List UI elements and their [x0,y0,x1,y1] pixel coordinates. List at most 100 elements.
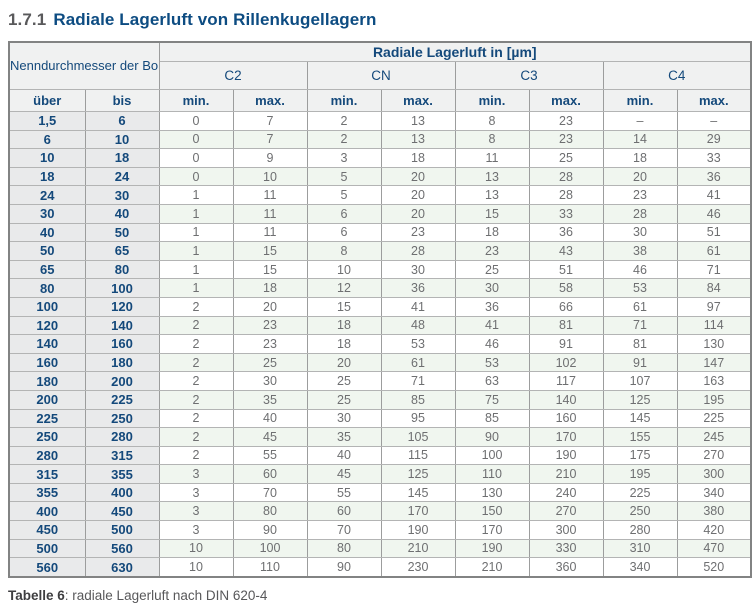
table-row: 1,5 6 0 7 2 13 8 23– – [8,111,752,131]
clearance-value-cell: 53 [454,352,530,373]
clearance-value-cell: 43 [528,241,604,261]
bore-to-cell: 30 [84,185,160,205]
clearance-value-cell: 18 [232,278,308,298]
clearance-value-cell: 36 [676,166,752,187]
bore-over-cell: 50 [8,241,86,261]
table-row: 200 225 2 35 25 85 75 140 125 195 [8,389,752,410]
clearance-value-cell: 2 [158,445,234,466]
clearance-value-cell: 15 [454,203,530,224]
clearance-value-cell: 41 [454,315,530,336]
clearance-value-cell: 5 [306,185,382,205]
clearance-value-cell: 91 [528,334,604,354]
clearance-value-cell: 110 [454,464,530,484]
clearance-value-cell: 11 [232,203,308,224]
clearance-value-cell: 20 [380,185,456,205]
clearance-value-cell: 250 [602,501,678,522]
clearance-value-cell: 48 [380,315,456,336]
caption-label: Tabelle 6 [8,587,65,603]
clearance-value-cell: 9 [232,148,308,168]
clearance-value-cell: 2 [158,408,234,429]
clearance-value-cell: 190 [380,520,456,540]
clearance-value-cell: 14 [602,129,678,150]
clearance-value-cell: 130 [676,334,752,354]
bore-over-cell: 80 [8,278,86,298]
clearance-value-cell: 23 [602,185,678,205]
clearance-value-cell: 25 [306,389,382,410]
table-row: 6 10 0 7 2 13 8 23 14 29 [8,129,752,150]
clearance-value-cell: 190 [528,445,604,466]
clearance-value-cell: 70 [232,482,308,503]
clearance-value-cell: 5 [306,166,382,187]
bore-to-cell: 280 [84,427,160,447]
table-row: 250 280 2 45 35 105 90 170 155 245 [8,427,752,447]
bore-over-cell: 120 [8,315,86,336]
clearance-value-cell: 3 [158,482,234,503]
radial-clearance-header: Radiale Lagerluft in [µm] [158,41,752,62]
clearance-value-cell: 46 [676,203,752,224]
clearance-value-cell: 330 [528,538,604,559]
clearance-value-cell: 25 [306,371,382,391]
bore-over-cell: 18 [8,166,86,187]
clearance-value-cell: 2 [306,129,382,150]
table-row: 140 160 2 23 18 53 46 91 81 130 [8,334,752,354]
clearance-value-cell: 210 [380,538,456,559]
clearance-class-c2-header: C2 [158,61,308,90]
clearance-value-cell: 29 [676,129,752,150]
clearance-value-cell: 23 [528,111,604,131]
clearance-value-cell: 2 [158,427,234,447]
clearance-value-cell: 84 [676,278,752,298]
clearance-value-cell: 90 [454,427,530,447]
table-row: 500 560 10 100 80 210 190 330 310 470 [8,538,752,559]
clearance-value-cell: 163 [676,371,752,391]
clearance-value-cell: 85 [380,389,456,410]
clearance-value-cell: 2 [158,334,234,354]
clearance-value-cell: 3 [306,148,382,168]
table-caption: Tabelle 6: radiale Lagerluft nach DIN 62… [8,588,747,603]
clearance-value-cell: 20 [380,166,456,187]
table-row: 120 140 2 23 18 48 41 81 71 114 [8,315,752,336]
clearance-value-cell: 61 [676,241,752,261]
clearance-value-cell: 1 [158,278,234,298]
table-row: 280 315 2 55 40 115 100 190 175 270 [8,445,752,466]
table-row: 400 450 3 80 60 170 150 270 250 380 [8,501,752,522]
bore-over-cell: 250 [8,427,86,447]
clearance-value-cell: 360 [528,557,604,578]
clearance-value-cell: 8 [454,111,530,131]
clearance-value-cell: – [602,111,678,131]
clearance-value-cell: 245 [676,427,752,447]
clearance-value-cell: 8 [454,129,530,150]
clearance-value-cell: 60 [306,501,382,522]
bore-over-cell: 315 [8,464,86,484]
bore-to-cell: 200 [84,371,160,391]
table-row: 355 400 3 70 55 145 130 240 225 340 [8,482,752,503]
clearance-class-c3-header: C3 [454,61,604,90]
bore-to-cell: 140 [84,315,160,336]
clearance-value-cell: 7 [232,129,308,150]
clearance-value-cell: 1 [158,203,234,224]
bore-to-cell: 630 [84,557,160,578]
bore-to-cell: 40 [84,203,160,224]
clearance-value-cell: 1 [158,222,234,243]
clearance-value-cell: 155 [602,427,678,447]
clearance-value-cell: 110 [232,557,308,578]
clearance-value-cell: 23 [454,241,530,261]
clearance-value-cell: 6 [306,222,382,243]
to-column-header: bis [84,89,160,112]
clearance-value-cell: 130 [454,482,530,503]
table-row: 450 500 3 90 70 190 170 300 280 420 [8,520,752,540]
clearance-value-cell: 2 [158,315,234,336]
clearance-value-cell: 30 [232,371,308,391]
bore-to-cell: 355 [84,464,160,484]
clearance-value-cell: 12 [306,278,382,298]
clearance-value-cell: 30 [306,408,382,429]
bore-over-cell: 225 [8,408,86,429]
clearance-value-cell: 13 [454,166,530,187]
clearance-value-cell: 18 [454,222,530,243]
clearance-value-cell: 28 [380,241,456,261]
clearance-value-cell: 25 [528,148,604,168]
clearance-value-cell: 300 [676,464,752,484]
table-row: 180 200 2 30 25 71 63 117 107 163 [8,371,752,391]
clearance-value-cell: 30 [380,259,456,280]
clearance-value-cell: 10 [306,259,382,280]
bore-over-cell: 160 [8,352,86,373]
